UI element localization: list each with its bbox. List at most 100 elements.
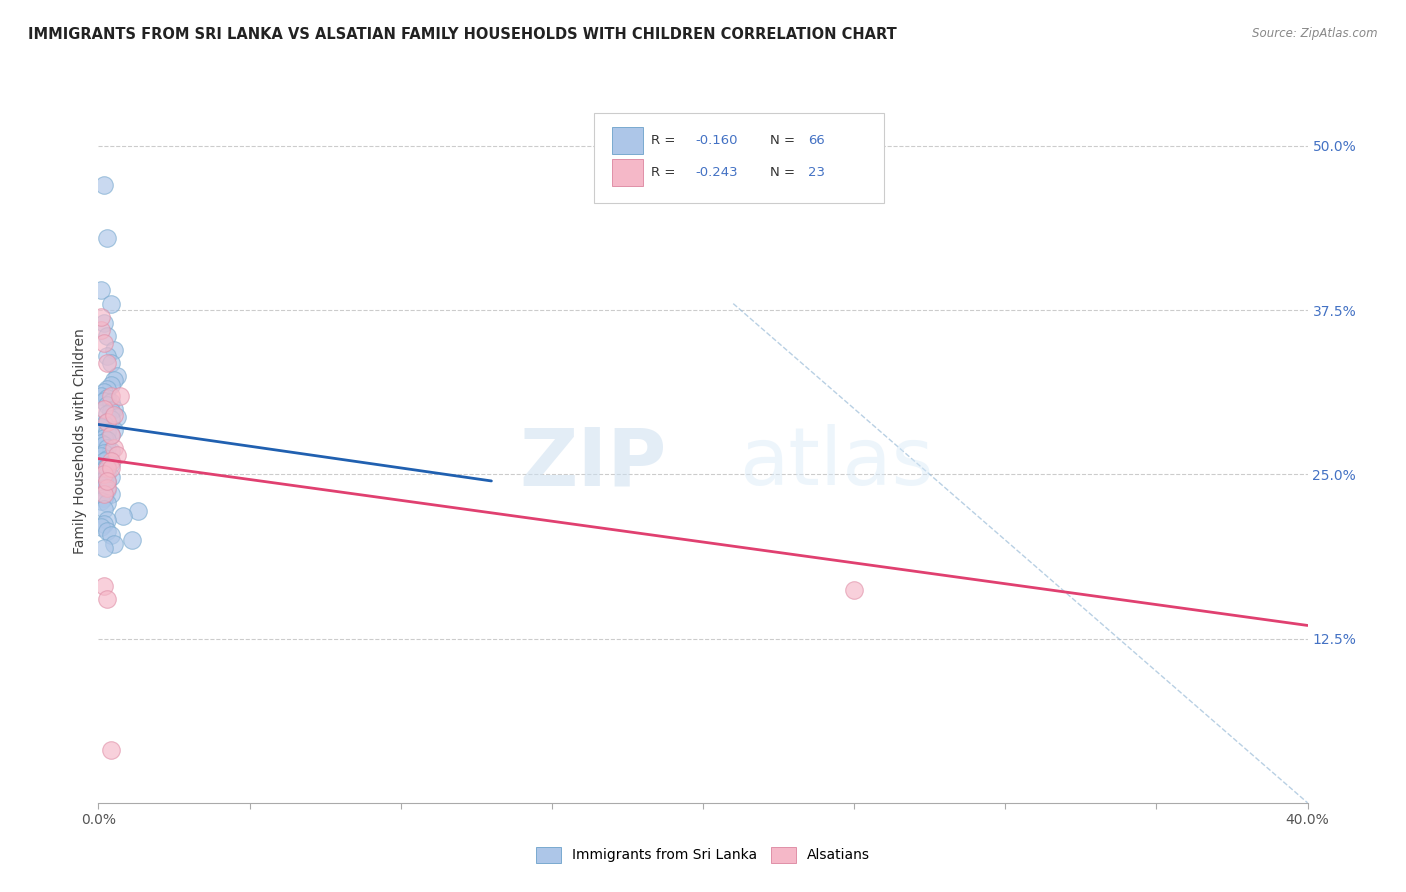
Point [103,537,125,551]
Point [93,454,115,468]
Point [105,409,128,424]
Point [96,513,118,527]
Point [93,336,115,351]
Point [100,428,122,442]
Point [90,420,112,434]
Point [100,454,122,468]
Text: N =: N = [769,166,799,179]
Point [96,496,118,510]
Text: -0.243: -0.243 [696,166,738,179]
Point [103,373,125,387]
Point [93,487,115,501]
Point [93,384,115,399]
Text: R =: R = [651,134,679,147]
Point [100,528,122,542]
Text: 66: 66 [808,134,825,147]
Point [93,491,115,505]
Point [90,520,112,534]
Point [93,431,115,445]
Point [100,395,122,409]
Point [93,178,115,193]
Point [100,457,122,471]
Point [121,533,143,547]
Point [93,316,115,330]
Point [96,467,118,482]
Point [103,441,125,455]
Point [103,423,125,437]
Text: 23: 23 [808,166,825,179]
Point [93,417,115,432]
Point [96,356,118,370]
Point [100,470,122,484]
Point [100,412,122,426]
Point [96,459,118,474]
Point [111,509,134,524]
Point [96,441,118,455]
Point [100,296,122,310]
Point [96,415,118,429]
Point [96,391,118,405]
Point [93,579,115,593]
Text: -0.160: -0.160 [696,134,738,147]
FancyBboxPatch shape [595,112,884,203]
Point [93,393,115,408]
Point [103,401,125,416]
Point [90,388,112,402]
Point [100,428,122,442]
Point [90,323,112,337]
Point [96,451,118,466]
Text: ZIP: ZIP [519,425,666,502]
Text: R =: R = [651,166,679,179]
Point [93,473,115,487]
Text: N =: N = [769,134,799,147]
Point [105,368,128,383]
Point [100,378,122,392]
Point [96,329,118,343]
Point [100,487,122,501]
Point [96,592,118,607]
Point [96,349,118,363]
Point [100,460,122,475]
Point [100,388,122,402]
Point [103,343,125,357]
Point [96,434,118,448]
Point [93,446,115,460]
Point [96,231,118,245]
Point [100,356,122,370]
Point [108,388,131,402]
Point [100,743,122,757]
Point [103,409,125,423]
Point [90,449,112,463]
Point [100,404,122,418]
Point [96,483,118,497]
Point [96,460,118,475]
Point [96,475,118,490]
Point [96,481,118,495]
Point [100,443,122,458]
Legend: Immigrants from Sri Lanka, Alsatians: Immigrants from Sri Lanka, Alsatians [530,841,876,868]
Point [105,448,128,462]
Point [90,284,112,298]
Point [96,415,118,429]
Point [127,504,149,518]
Point [90,465,112,479]
Y-axis label: Family Households with Children: Family Households with Children [73,328,87,555]
Point [93,501,115,516]
Point [96,407,118,421]
Point [96,398,118,412]
Text: atlas: atlas [740,425,934,502]
Text: Source: ZipAtlas.com: Source: ZipAtlas.com [1253,27,1378,40]
Point [844,582,866,597]
Point [96,425,118,440]
Point [93,462,115,476]
FancyBboxPatch shape [613,127,643,154]
Point [93,481,115,495]
Text: IMMIGRANTS FROM SRI LANKA VS ALSATIAN FAMILY HOUSEHOLDS WITH CHILDREN CORRELATIO: IMMIGRANTS FROM SRI LANKA VS ALSATIAN FA… [28,27,897,42]
Point [93,541,115,555]
Point [96,474,118,488]
FancyBboxPatch shape [613,159,643,186]
Point [93,401,115,416]
Point [93,517,115,532]
Point [90,493,112,508]
Point [96,382,118,396]
